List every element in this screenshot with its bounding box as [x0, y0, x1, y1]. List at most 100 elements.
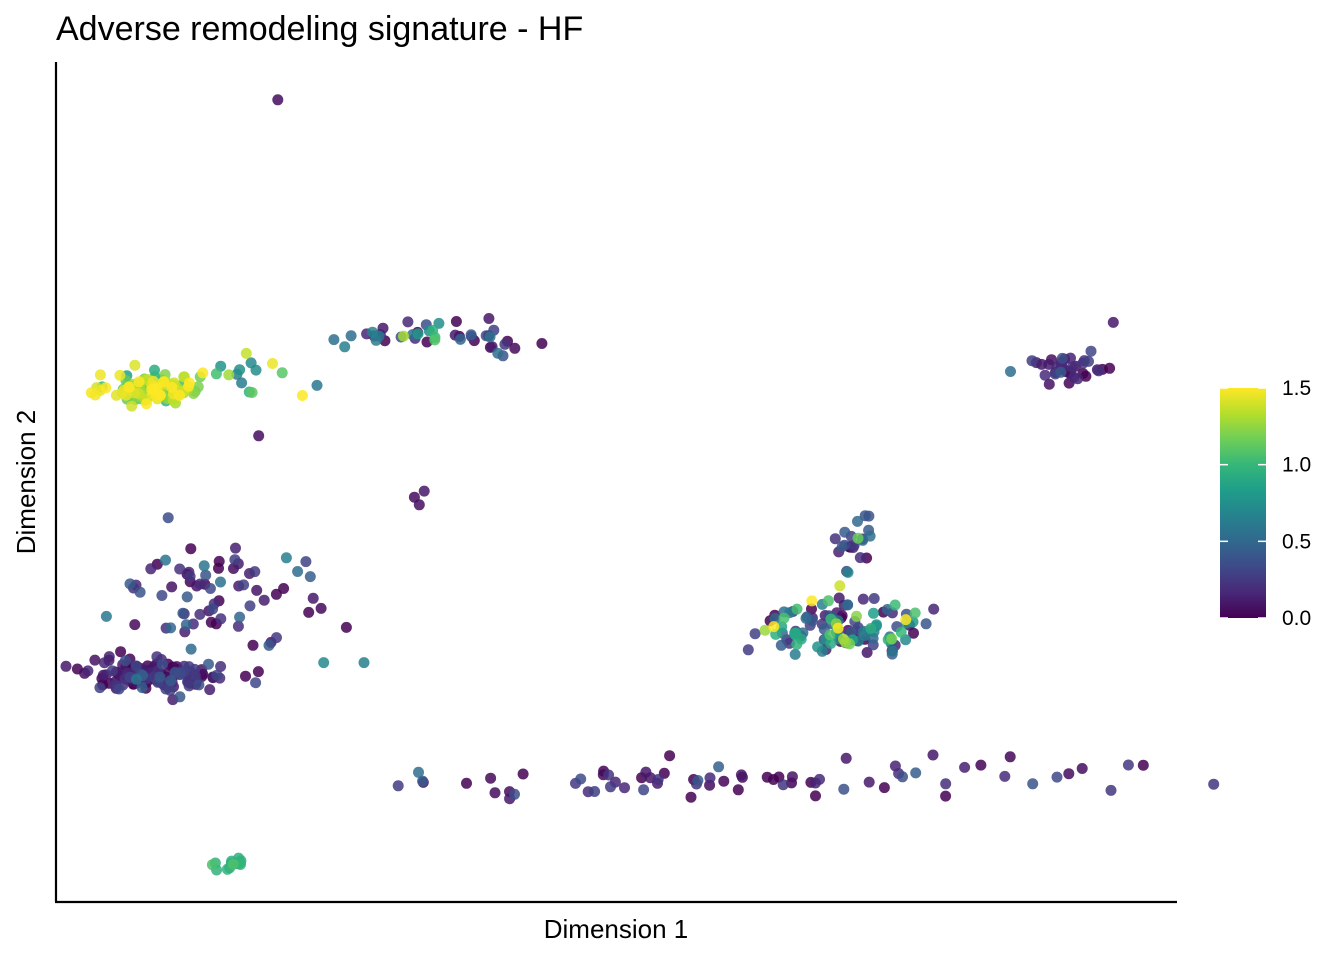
- point-bottom-strand: [485, 772, 497, 784]
- point-upper-mid: [367, 326, 378, 338]
- point-upper-left-tail: [197, 367, 209, 379]
- point-upper-left: [174, 389, 186, 401]
- point-upper-left: [114, 369, 126, 381]
- point-lower-left-bottom: [89, 654, 101, 666]
- color-legend-tick-label: 0.0: [1282, 607, 1311, 630]
- point-lower-left-top: [251, 584, 263, 596]
- point-upper-left-tail: [267, 358, 278, 369]
- point-lower-left-top: [194, 578, 206, 590]
- point-bottom-strand: [392, 780, 404, 792]
- point-right-mid: [842, 599, 854, 611]
- point-lower-left-bottom: [203, 658, 214, 670]
- point-upper-left: [141, 398, 152, 410]
- point-bottom-strand: [1208, 778, 1220, 790]
- point-lower-left-bottom: [193, 679, 205, 691]
- point-right-mid: [806, 595, 818, 607]
- point-bottom-strand: [713, 761, 725, 773]
- point-right-mid: [759, 624, 771, 636]
- point-upper-left: [183, 377, 195, 389]
- point-lower-left-bottom: [240, 670, 251, 682]
- point-lower-left-top: [124, 578, 136, 590]
- point-bottom-strand: [940, 778, 952, 790]
- point-upper-mid: [454, 333, 466, 345]
- point-upper-left: [166, 381, 178, 393]
- point-lower-left-top: [213, 555, 225, 567]
- point-upper-mid: [412, 328, 424, 340]
- point-right-mid: [868, 593, 880, 604]
- point-lower-left-bottom: [99, 657, 110, 669]
- point-right-mid: [800, 612, 812, 624]
- point-right-mid: [865, 623, 877, 634]
- point-bottom-strand: [1076, 763, 1088, 774]
- point-upper-right: [1066, 361, 1078, 373]
- point-right-mid: [822, 595, 834, 607]
- point-right-mid-arm: [852, 532, 864, 544]
- point-isolated: [358, 657, 370, 669]
- point-upper-mid: [484, 331, 496, 343]
- point-right-mid: [791, 603, 803, 615]
- point-lower-left-top: [300, 556, 312, 568]
- point-upper-mid: [483, 313, 495, 324]
- point-right-mid: [834, 580, 846, 592]
- point-lower-left-bottom: [211, 669, 223, 681]
- point-bottom-strand: [1027, 778, 1039, 790]
- point-right-mid: [838, 633, 849, 645]
- point-right-mid: [886, 633, 898, 645]
- point-bottom-strand: [605, 781, 616, 793]
- point-lower-left-top: [307, 592, 319, 604]
- point-lower-left-top: [194, 608, 206, 620]
- point-upper-right: [1039, 369, 1051, 381]
- point-lower-left-top: [129, 619, 141, 631]
- point-right-mid: [900, 614, 912, 626]
- point-lower-left-top: [145, 563, 157, 575]
- point-upper-mid: [429, 334, 441, 346]
- point-bottom-strand: [840, 752, 852, 764]
- point-right-mid: [775, 639, 787, 651]
- point-right-mid: [778, 612, 790, 624]
- point-lower-left-bottom: [215, 661, 227, 672]
- point-lower-left-bottom: [250, 677, 262, 689]
- point-upper-mid: [345, 330, 357, 342]
- point-isolated: [927, 749, 939, 761]
- point-lower-left-top: [271, 632, 282, 644]
- point-right-mid: [832, 622, 844, 634]
- point-bottom-strand: [761, 771, 773, 783]
- point-right-mid: [742, 644, 754, 656]
- point-isolated: [1107, 316, 1119, 328]
- point-lower-left-top: [160, 554, 171, 566]
- point-isolated: [276, 367, 288, 379]
- point-lower-left-top: [198, 560, 210, 572]
- point-right-mid: [887, 645, 898, 657]
- point-lower-left-top: [230, 542, 241, 554]
- point-lower-left-top: [184, 570, 196, 582]
- point-upper-mid: [509, 342, 521, 354]
- point-bottom-strand: [735, 769, 747, 781]
- point-upper-left-tail: [210, 368, 222, 380]
- point-lower-left-top: [232, 620, 244, 632]
- point-upper-left: [100, 382, 112, 394]
- point-right-mid: [909, 607, 921, 619]
- point-lower-left-bottom: [164, 684, 176, 696]
- point-bottom-strand: [692, 775, 704, 786]
- point-bottom-strand: [1063, 768, 1075, 780]
- point-right-mid: [776, 621, 788, 633]
- point-lower-left-bottom: [183, 680, 195, 692]
- point-bottom-strand: [897, 771, 908, 783]
- point-lower-left-bottom: [94, 682, 106, 694]
- point-right-mid: [769, 613, 781, 624]
- point-bottom-strand: [878, 782, 890, 794]
- point-lower-left-top: [165, 622, 177, 634]
- point-lower-left-top: [238, 579, 250, 591]
- point-upper-left-tail: [250, 364, 262, 376]
- point-lower-left-top: [244, 600, 256, 612]
- point-bottom-strand: [863, 776, 875, 788]
- point-bottom-strand: [1122, 759, 1134, 771]
- point-upper-right: [1065, 352, 1076, 364]
- point-lower-left-bottom: [189, 670, 201, 681]
- point-bottom-strand: [810, 790, 821, 802]
- point-right-mid: [768, 621, 780, 633]
- point-upper-right: [1083, 355, 1094, 367]
- point-bottom-strand: [664, 750, 676, 762]
- point-lower-left-bottom: [82, 665, 94, 677]
- point-lower-left-top: [249, 566, 261, 578]
